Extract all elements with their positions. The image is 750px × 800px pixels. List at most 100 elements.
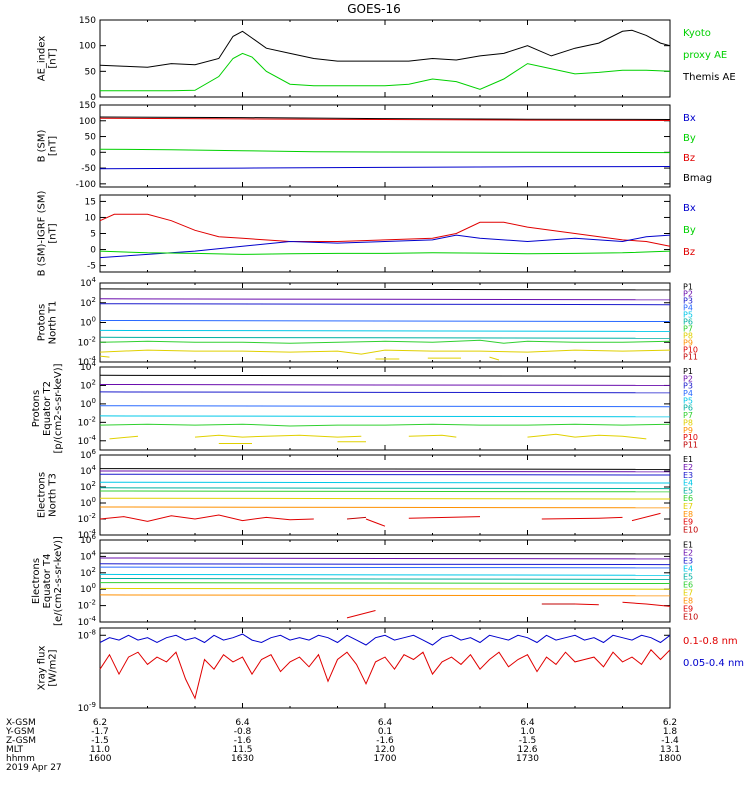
series-line xyxy=(99,470,671,473)
y-tick-label: 0 xyxy=(90,148,96,158)
y-tick-label: 0 xyxy=(90,246,96,256)
panel-frame xyxy=(99,366,671,451)
panel-8: 10-8 10-9 Xray flux [W/m2] 0.1-0.8 nm 0.05-0.… xyxy=(37,627,744,714)
series-line xyxy=(99,423,671,427)
y-axis-label: [nT] xyxy=(48,223,59,243)
y-tick-label: 104 xyxy=(80,549,96,562)
y-tick-label: 15 xyxy=(85,197,96,207)
row-value: -0.8 xyxy=(234,727,252,737)
series-line xyxy=(99,234,671,259)
series-line xyxy=(99,148,671,154)
row-value: 12.0 xyxy=(375,745,395,755)
legend-entry: E4 xyxy=(683,479,693,488)
series-line xyxy=(622,601,671,607)
series-line xyxy=(99,487,671,490)
legend-entry: E3 xyxy=(683,471,693,480)
row-value: 1630 xyxy=(231,754,254,764)
legend-entry: P3 xyxy=(683,382,693,391)
y-tick-label: 0 xyxy=(90,93,96,103)
y-tick-label: 100 xyxy=(79,117,96,127)
y-axis-label: B (SM) xyxy=(37,129,48,162)
series-line xyxy=(99,405,671,408)
series-line xyxy=(99,633,671,646)
series-line xyxy=(99,391,671,394)
y-tick-label: 102 xyxy=(80,378,96,391)
series-line xyxy=(99,594,671,597)
series-line xyxy=(527,433,647,440)
y-axis-label: [nT] xyxy=(48,136,59,156)
y-tick-label: 10-2 xyxy=(78,335,96,348)
legend-entry: P9 xyxy=(683,339,693,348)
x-axis-table: X-GSM 6.2 6.4 6.4 6.4 6.2 Y-GSM -1.7 -0.8 0.1 1.0 1… xyxy=(5,718,682,773)
series-line xyxy=(99,336,671,339)
legend-entry: E1 xyxy=(683,455,693,464)
y-axis-label: Electrons xyxy=(31,558,42,604)
y-tick-label: 10-2 xyxy=(78,512,96,525)
y-tick-label: 104 xyxy=(80,464,96,477)
y-axis-label: Equator T2 xyxy=(42,381,53,436)
y-axis-label: [W/m2] xyxy=(48,649,59,686)
series-line xyxy=(99,384,671,386)
y-tick-label: 100 xyxy=(80,582,96,595)
legend-entry: P2 xyxy=(683,290,693,299)
series-line xyxy=(99,329,671,332)
legend-entry: P1 xyxy=(683,283,693,292)
legend-entry: E2 xyxy=(683,463,693,472)
series-line xyxy=(99,649,671,700)
panel-frame xyxy=(99,539,671,623)
legend-entry: P4 xyxy=(683,389,693,398)
y-tick-label: 104 xyxy=(80,360,96,373)
series-line xyxy=(99,374,671,377)
series-line xyxy=(99,415,671,418)
series-line xyxy=(99,29,671,68)
legend-entry: P4 xyxy=(683,304,693,313)
y-axis-label: Protons xyxy=(37,304,48,341)
y-tick-label: 100 xyxy=(80,496,96,509)
series-line xyxy=(99,563,671,566)
row-value: 1600 xyxy=(89,754,112,764)
panel-frame xyxy=(99,194,671,273)
legend-entry: P10 xyxy=(683,346,698,355)
row-value: -1.5 xyxy=(519,736,537,746)
legend-entry: P5 xyxy=(683,311,693,320)
series-line xyxy=(99,213,671,247)
series-line xyxy=(194,434,362,438)
y-tick-label: 150 xyxy=(79,16,96,26)
legend-entry: Bz xyxy=(683,247,695,258)
series-line xyxy=(574,603,599,606)
series-line xyxy=(631,512,661,522)
y-tick-label: 10-4 xyxy=(78,528,97,541)
row-label: Z-GSM xyxy=(6,736,36,746)
panel-2: -100 -50 0 50 100 150 B (SM) [nT] Bx By Bz Bmag xyxy=(37,101,713,190)
row-value: 1730 xyxy=(516,754,539,764)
series-line xyxy=(408,516,481,519)
legend-entry: Kyoto xyxy=(683,28,711,39)
panel-7: 10-4 10-2 100 102 104 106 Electrons Equator T4[… xyxy=(31,533,698,628)
series-line xyxy=(99,497,671,500)
legend-entry: P9 xyxy=(683,426,693,435)
series-line xyxy=(365,518,386,527)
series-line xyxy=(99,339,671,344)
y-tick-label: 10-4 xyxy=(78,615,97,628)
y-tick-label: 10 xyxy=(85,213,97,223)
series-line xyxy=(99,557,671,560)
legend-entry: E2 xyxy=(683,548,693,557)
y-tick-label: 10-2 xyxy=(78,415,96,428)
y-tick-label: -100 xyxy=(76,180,97,190)
row-value: 6.4 xyxy=(235,718,250,728)
series-line xyxy=(99,166,671,170)
series-line xyxy=(99,473,671,476)
y-tick-label: 102 xyxy=(80,480,96,493)
legend-entry: E7 xyxy=(683,588,693,597)
panel-3: -5 0 5 10 15 B (SM)-IGRF (SM) [nT] Bx By Bz xyxy=(37,191,696,277)
legend-entry: Bz xyxy=(683,153,695,164)
series-line xyxy=(99,355,110,358)
legend-entry: P6 xyxy=(683,318,693,327)
series-line xyxy=(99,288,671,291)
y-axis-label: [e/(cm2-s-sr-keV)] xyxy=(53,536,64,626)
row-label: MLT xyxy=(6,745,24,755)
series-line xyxy=(99,578,671,580)
series-line xyxy=(99,117,671,121)
